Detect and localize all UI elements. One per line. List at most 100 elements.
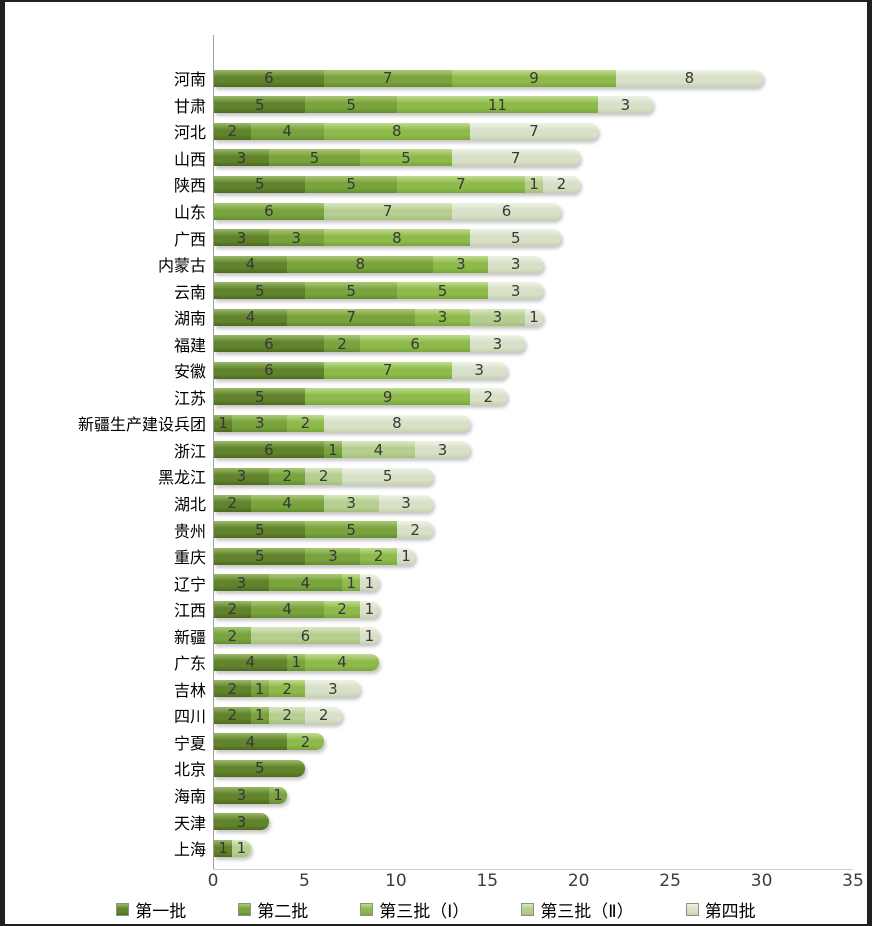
bar-segment-series-4: 7 [323, 202, 452, 220]
row-label: 江苏 [173, 390, 206, 408]
bar-segment-series-3: 11 [396, 96, 598, 114]
bar-segment-series-3: 3 [433, 255, 489, 273]
row-label: 天津 [173, 815, 206, 833]
bar-segment-series-5: 3 [305, 680, 361, 698]
bar-segment-series-1: 6 [214, 441, 324, 459]
bar-segment-series-4: 2 [305, 467, 342, 485]
row-label: 江西 [173, 603, 206, 621]
bar-segment-series-3: 7 [323, 361, 452, 379]
x-tick-label: 25 [659, 871, 681, 891]
legend-swatch-icon [238, 903, 252, 916]
bar-segment-series-4: 4 [341, 441, 416, 459]
bar-segment-series-2: 8 [287, 255, 434, 273]
bar-segment-series-3: 2 [268, 680, 306, 698]
bar-segment-series-2: 2 [214, 627, 251, 645]
legend-label: 第三批（Ⅰ） [379, 902, 470, 921]
legend-label: 第二批 [257, 902, 309, 921]
stacked-bar: 3 [214, 813, 269, 831]
legend-label: 第三批（Ⅱ） [540, 902, 634, 921]
bar-segment-series-1: 3 [214, 229, 269, 247]
row-label: 湖南 [173, 311, 206, 329]
row-label: 安徽 [173, 364, 206, 382]
legend-label: 第四批 [704, 902, 756, 921]
bar-segment-series-1: 5 [214, 521, 306, 539]
bar-segment-series-2: 7 [323, 69, 452, 87]
bar-segment-series-4: 1 [524, 175, 544, 193]
row-label: 山东 [173, 205, 206, 222]
bar-segment-series-5: 3 [597, 96, 653, 114]
row-label: 内蒙古 [157, 258, 206, 276]
bar-segment-series-3: 6 [360, 335, 470, 353]
bar-segment-series-3: 2 [360, 547, 397, 565]
legend-item: 第三批（Ⅱ） [521, 897, 634, 922]
row-label: 福建 [173, 337, 206, 355]
row-label: 甘肃 [173, 98, 206, 116]
bar-segment-series-1: 6 [214, 361, 324, 379]
x-axis-line [213, 869, 853, 870]
bar-segment-series-5: 7 [451, 149, 580, 167]
bar-segment-series-3: 9 [451, 69, 617, 87]
legend: 第一批 第二批 第三批（Ⅰ） 第三批（Ⅱ） 第四批 [5, 897, 867, 922]
bar-segment-series-1: 2 [214, 680, 251, 698]
bar-segment-series-2: 4 [250, 600, 324, 618]
bar-segment-series-3: 9 [305, 388, 470, 406]
y-axis-line [213, 35, 214, 870]
bar-segment-series-2: 5 [268, 149, 361, 167]
bar-segment-series-3: 4 [305, 653, 379, 671]
row-label: 广西 [173, 231, 206, 249]
bar-segment-series-3: 8 [323, 122, 470, 140]
legend-swatch-icon [685, 903, 699, 916]
bar-segment-series-2: 3 [232, 414, 288, 432]
legend-item: 第四批 [685, 897, 756, 922]
bar-segment-series-5: 1 [360, 574, 379, 592]
legend-item: 第三批（Ⅰ） [360, 897, 469, 922]
bar-segment-series-5: 3 [469, 335, 525, 353]
stacked-bar: 5 [214, 759, 306, 777]
row-label: 云南 [173, 284, 206, 302]
bar-segment-series-1: 2 [214, 494, 251, 512]
x-tick-label: 0 [207, 871, 219, 891]
bar-segment-series-1: 3 [214, 574, 269, 592]
x-tick-label: 30 [750, 871, 773, 891]
bar-segment-series-1: 1 [214, 414, 233, 432]
bar-segment-series-5: 3 [488, 255, 544, 273]
bar-segment-series-2: 2 [268, 467, 306, 485]
x-tick-label: 20 [567, 871, 590, 891]
bar-segment-series-2: 3 [305, 547, 361, 565]
bar-segment-series-1: 3 [214, 786, 269, 804]
legend-label: 第一批 [135, 902, 187, 921]
bar-segment-series-5: 3 [378, 494, 434, 512]
bar-segment-series-2: 4 [250, 494, 324, 512]
bar-segment-series-5: 3 [415, 441, 470, 459]
bar-segment-series-2: 5 [305, 96, 397, 114]
row-label: 海南 [173, 789, 206, 807]
bar-segment-series-2: 4 [250, 122, 324, 140]
bar-segment-series-5: 3 [488, 282, 544, 300]
bar-segment-series-1: 3 [214, 813, 269, 831]
